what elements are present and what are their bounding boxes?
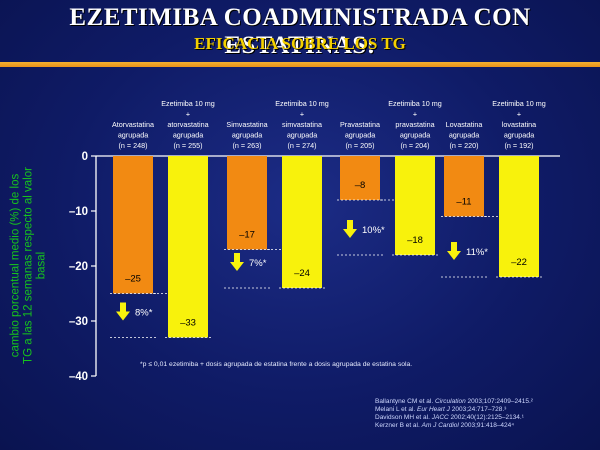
reduction-arrow-icon <box>447 242 461 260</box>
slide-title: EZETIMIBA COADMINISTRADA CON ESTATINAS: <box>69 4 531 59</box>
bar-category-label: Lovastatina <box>446 120 483 129</box>
bar-category-label: (n = 248) <box>119 141 148 150</box>
bar-category-label: agrupada <box>118 131 148 140</box>
bar-value-label: –25 <box>125 274 141 285</box>
y-axis-label: cambio porcentual medio (%) de los TG a … <box>9 167 48 364</box>
reduction-arrow-icon <box>230 253 244 271</box>
bar-ezetimibe <box>499 156 539 277</box>
reduction-arrow-icon <box>116 302 130 321</box>
bar-category-label: (n = 204) <box>401 141 430 150</box>
bar-category-label: agrupada <box>400 131 430 140</box>
bar-statin <box>340 156 380 200</box>
bar-category-label: agrupada <box>345 131 375 140</box>
bar-statin <box>113 156 153 294</box>
bar-ezetimibe <box>395 156 435 255</box>
bar-category-label: simvastatina <box>282 120 322 129</box>
bar-category-label: agrupada <box>504 131 534 140</box>
bar-category-label: (n = 220) <box>450 141 479 150</box>
bar-value-label: –24 <box>294 268 310 279</box>
reference-1: Ballantyne CM et al. Circulation 2003;10… <box>375 398 533 405</box>
bar-category-label: + <box>186 110 190 119</box>
bar-value-label: –11 <box>456 197 471 208</box>
reduction-arrow-icon <box>343 220 357 238</box>
reduction-label: 11%* <box>466 247 488 258</box>
bar-category-label: Pravastatina <box>340 120 380 129</box>
bar-category-label: (n = 274) <box>288 141 317 150</box>
y-tick-label: –10 <box>69 206 88 218</box>
bar-category-label: Simvastatina <box>226 120 267 129</box>
slide-subtitle: EFICACIA SOBRE LOS TG <box>194 34 406 53</box>
reduction-label: 7%* <box>249 258 267 269</box>
y-tick-label: –30 <box>69 316 88 328</box>
bar-value-label: –18 <box>407 235 423 246</box>
bar-category-label: Ezetimiba 10 mg <box>161 99 215 108</box>
bar-category-label: atorvastatina <box>167 120 208 129</box>
bar-category-label: Ezetimiba 10 mg <box>388 99 442 108</box>
bar-category-label: agrupada <box>287 131 317 140</box>
reduction-label: 8%* <box>135 308 153 319</box>
chart-footnote: *p ≤ 0,01 ezetimiba + dosis agrupada de … <box>140 361 412 368</box>
reduction-label: 10%* <box>362 225 385 236</box>
bar-category-label: agrupada <box>232 131 262 140</box>
y-tick-label: 0 <box>82 151 88 163</box>
bar-statin <box>227 156 267 250</box>
y-tick-label: –40 <box>69 371 88 383</box>
bar-category-label: + <box>300 110 304 119</box>
bar-category-label: agrupada <box>173 131 203 140</box>
bar-category-label: Ezetimiba 10 mg <box>492 99 546 108</box>
bar-category-label: Atorvastatina <box>112 120 154 129</box>
bar-ezetimibe <box>282 156 322 288</box>
bar-ezetimibe <box>168 156 208 338</box>
bar-category-label: (n = 205) <box>346 141 375 150</box>
bar-category-label: pravastatina <box>395 120 434 129</box>
bar-category-label: agrupada <box>449 131 479 140</box>
bar-value-label: –22 <box>511 257 527 268</box>
y-tick-label: –20 <box>69 261 88 273</box>
bar-category-label: lovastatina <box>502 120 536 129</box>
references: Ballantyne CM et al. Circulation 2003;10… <box>375 398 533 430</box>
reference-3: Davidson MH et al. JACC 2002;40(12):2125… <box>375 414 524 421</box>
bar-value-label: –33 <box>180 318 196 329</box>
bar-statin <box>444 156 484 217</box>
bar-category-label: (n = 192) <box>505 141 534 150</box>
bar-category-label: + <box>413 110 417 119</box>
bar-category-label: (n = 255) <box>174 141 203 150</box>
bar-category-label: Ezetimiba 10 mg <box>275 99 329 108</box>
reference-4: Kerzner B et al. Am J Cardiol 2003;91:41… <box>375 422 515 429</box>
reference-2: Melani L et al. Eur Heart J 2003;24:717–… <box>375 406 507 413</box>
bar-category-label: + <box>517 110 521 119</box>
bar-value-label: –17 <box>239 230 255 241</box>
bar-category-label: (n = 263) <box>233 141 262 150</box>
bar-value-label: –8 <box>355 180 366 191</box>
title-divider <box>0 62 600 67</box>
